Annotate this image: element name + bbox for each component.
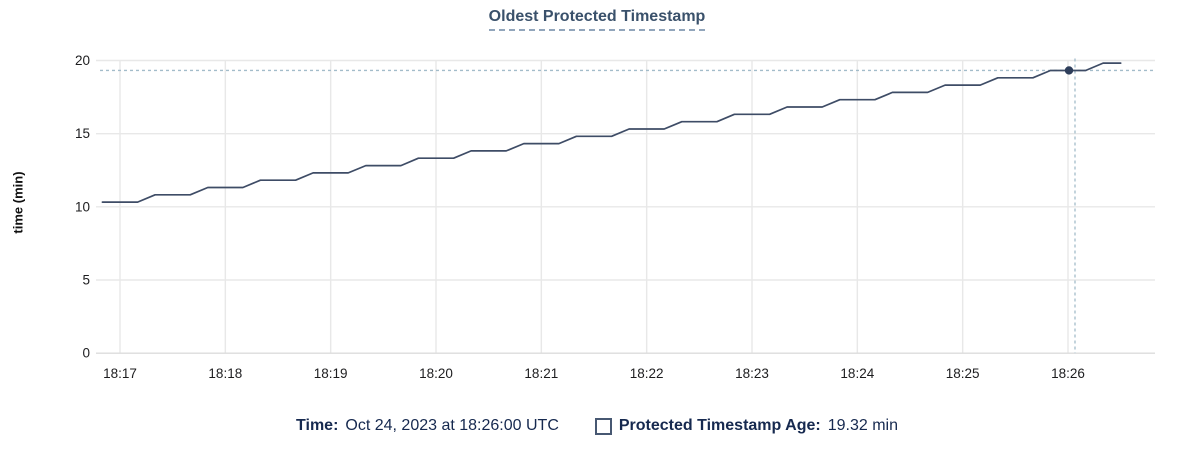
x-axis-tick-label: 18:25: [946, 366, 980, 381]
x-axis-tick-label: 18:23: [735, 366, 769, 381]
legend-item-protected-timestamp-age[interactable]: Protected Timestamp Age: 19.32 min: [594, 417, 898, 435]
y-axis-tick-label: 10: [75, 199, 90, 214]
y-axis-tick-label: 20: [75, 53, 90, 68]
series-value: 19.32 min: [827, 417, 898, 434]
y-axis-tick-label: 15: [75, 126, 90, 141]
chart-footer-legend: Time: Oct 24, 2023 at 18:26:00 UTC Prote…: [0, 417, 1194, 435]
x-axis-tick-label: 18:17: [103, 366, 137, 381]
chart-plot-area[interactable]: 18:17 18:18 18:19 18:20 18:21 18:22 18:23 18:24…: [0, 0, 1194, 410]
series-label: Protected Timestamp Age:: [618, 417, 821, 434]
chart-title[interactable]: Oldest Protected Timestamp: [488, 8, 706, 31]
hover-time-readout: Time: Oct 24, 2023 at 18:26:00 UTC: [296, 417, 559, 435]
hovered-data-point-dot: [1064, 66, 1074, 75]
time-label: Time:: [296, 417, 339, 434]
time-value: Oct 24, 2023 at 18:26:00 UTC: [345, 417, 559, 434]
x-axis-tick-label: 18:21: [524, 366, 558, 381]
x-axis-tick-label: 18:18: [208, 366, 242, 381]
x-axis-tick-label: 18:20: [419, 366, 453, 381]
protected-timestamp-age-line: [101, 62, 1122, 203]
x-axis-tick-label: 18:26: [1051, 366, 1085, 381]
y-axis-tick-label: 5: [82, 272, 90, 287]
x-axis-tick-label: 18:22: [630, 366, 664, 381]
series-swatch-icon: [594, 417, 612, 435]
y-axis-tick-label: 0: [82, 346, 90, 361]
x-axis-tick-label: 18:19: [314, 366, 348, 381]
chart-title-wrap: Oldest Protected Timestamp: [0, 8, 1194, 31]
x-axis-tick-label: 18:24: [840, 366, 874, 381]
